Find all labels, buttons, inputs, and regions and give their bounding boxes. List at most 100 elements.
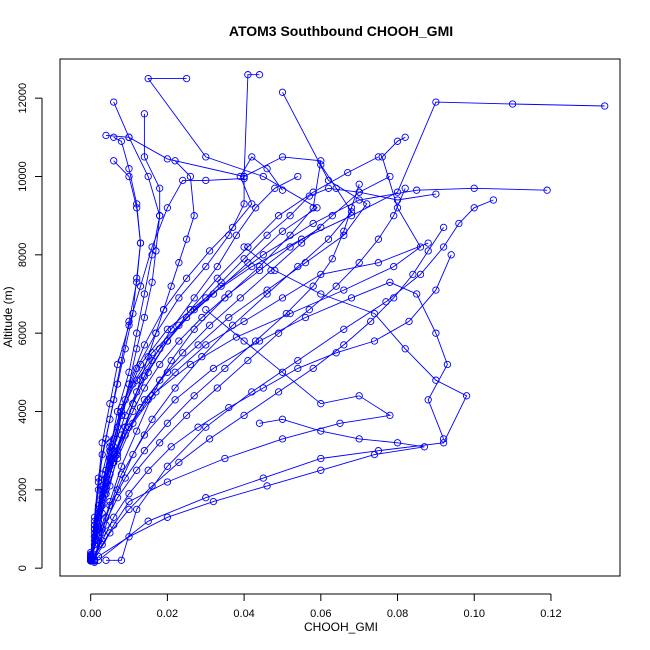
- data-point: [159, 306, 168, 314]
- y-tick-label: 12000: [17, 83, 29, 114]
- data-point: [117, 356, 126, 365]
- data-point: [255, 419, 264, 427]
- data-point: [470, 204, 478, 212]
- data-point: [125, 490, 133, 498]
- data-point: [601, 102, 609, 110]
- data-point: [228, 223, 237, 232]
- data-point: [121, 423, 129, 431]
- data-point: [240, 255, 248, 263]
- data-point: [110, 157, 118, 165]
- data-point: [209, 364, 218, 373]
- data-point: [202, 423, 210, 431]
- profile-line: [94, 281, 448, 561]
- data-point: [140, 341, 149, 349]
- data-point: [313, 204, 321, 212]
- data-point: [355, 188, 363, 196]
- data-point: [175, 458, 183, 467]
- data-point: [317, 223, 325, 232]
- data-point: [117, 462, 126, 470]
- data-point: [374, 259, 383, 267]
- data-point: [225, 403, 233, 412]
- data-point: [390, 294, 398, 302]
- data-point: [259, 172, 267, 181]
- data-point: [244, 243, 252, 251]
- data-point: [309, 282, 317, 290]
- chart-title: ATOM3 Southbound CHOOH_GMI: [229, 23, 453, 39]
- data-point: [424, 396, 432, 404]
- data-point: [248, 262, 256, 271]
- data-point: [175, 321, 183, 329]
- data-point: [443, 360, 452, 369]
- data-point: [190, 392, 198, 400]
- profile-line: [90, 309, 392, 561]
- data-point: [294, 356, 302, 365]
- data-point: [129, 450, 137, 459]
- profile-line: [106, 199, 494, 561]
- data-point: [179, 176, 187, 185]
- data-point: [156, 184, 164, 192]
- data-point: [274, 388, 283, 396]
- data-point: [240, 172, 248, 181]
- data-point: [347, 294, 356, 302]
- data-point: [324, 235, 333, 243]
- data-point: [294, 364, 302, 373]
- data-point: [182, 74, 191, 83]
- data-point: [205, 247, 214, 255]
- data-point: [144, 353, 152, 361]
- data-point: [125, 368, 133, 376]
- profile-line: [90, 176, 299, 559]
- data-point: [386, 278, 394, 286]
- data-point: [148, 243, 156, 251]
- data-point: [259, 251, 267, 259]
- data-point: [110, 133, 118, 141]
- profile-line: [90, 188, 406, 557]
- data-point: [390, 262, 398, 271]
- data-point: [271, 184, 279, 192]
- data-point: [98, 525, 106, 533]
- data-point: [194, 423, 202, 431]
- data-point: [140, 110, 149, 118]
- data-point: [286, 243, 294, 251]
- data-point: [171, 368, 179, 376]
- data-point: [106, 443, 114, 451]
- data-point: [401, 345, 409, 353]
- data-point: [133, 345, 141, 353]
- data-point: [133, 274, 141, 282]
- data-point: [121, 345, 129, 353]
- data-point: [432, 286, 440, 294]
- data-point: [390, 212, 398, 220]
- data-point: [439, 439, 448, 447]
- data-point: [148, 349, 156, 357]
- data-point: [94, 474, 103, 482]
- profile-line: [90, 184, 360, 559]
- data-point: [133, 505, 141, 514]
- data-point: [156, 439, 164, 447]
- data-point: [363, 200, 371, 208]
- x-tick-label: 0.08: [387, 608, 408, 620]
- data-point: [386, 172, 394, 181]
- data-point: [144, 517, 152, 525]
- profile-line: [90, 160, 141, 559]
- data-point: [278, 186, 287, 194]
- data-point: [263, 231, 271, 239]
- x-tick-label: 0.04: [233, 608, 254, 620]
- y-tick-label: 10000: [17, 161, 29, 192]
- data-point: [244, 71, 252, 79]
- data-point: [432, 190, 440, 198]
- data-point: [156, 360, 164, 369]
- data-point: [125, 423, 133, 431]
- data-point: [248, 153, 256, 161]
- data-point: [133, 466, 141, 474]
- data-point: [409, 270, 417, 279]
- data-point: [240, 411, 248, 420]
- data-point: [340, 286, 348, 294]
- data-point: [106, 454, 114, 463]
- data-point: [278, 227, 287, 235]
- data-point: [125, 505, 133, 514]
- data-point: [175, 337, 183, 345]
- data-point: [355, 259, 363, 267]
- data-point: [355, 196, 363, 204]
- data-point: [102, 556, 110, 564]
- data-point: [102, 131, 110, 140]
- data-point: [251, 204, 260, 212]
